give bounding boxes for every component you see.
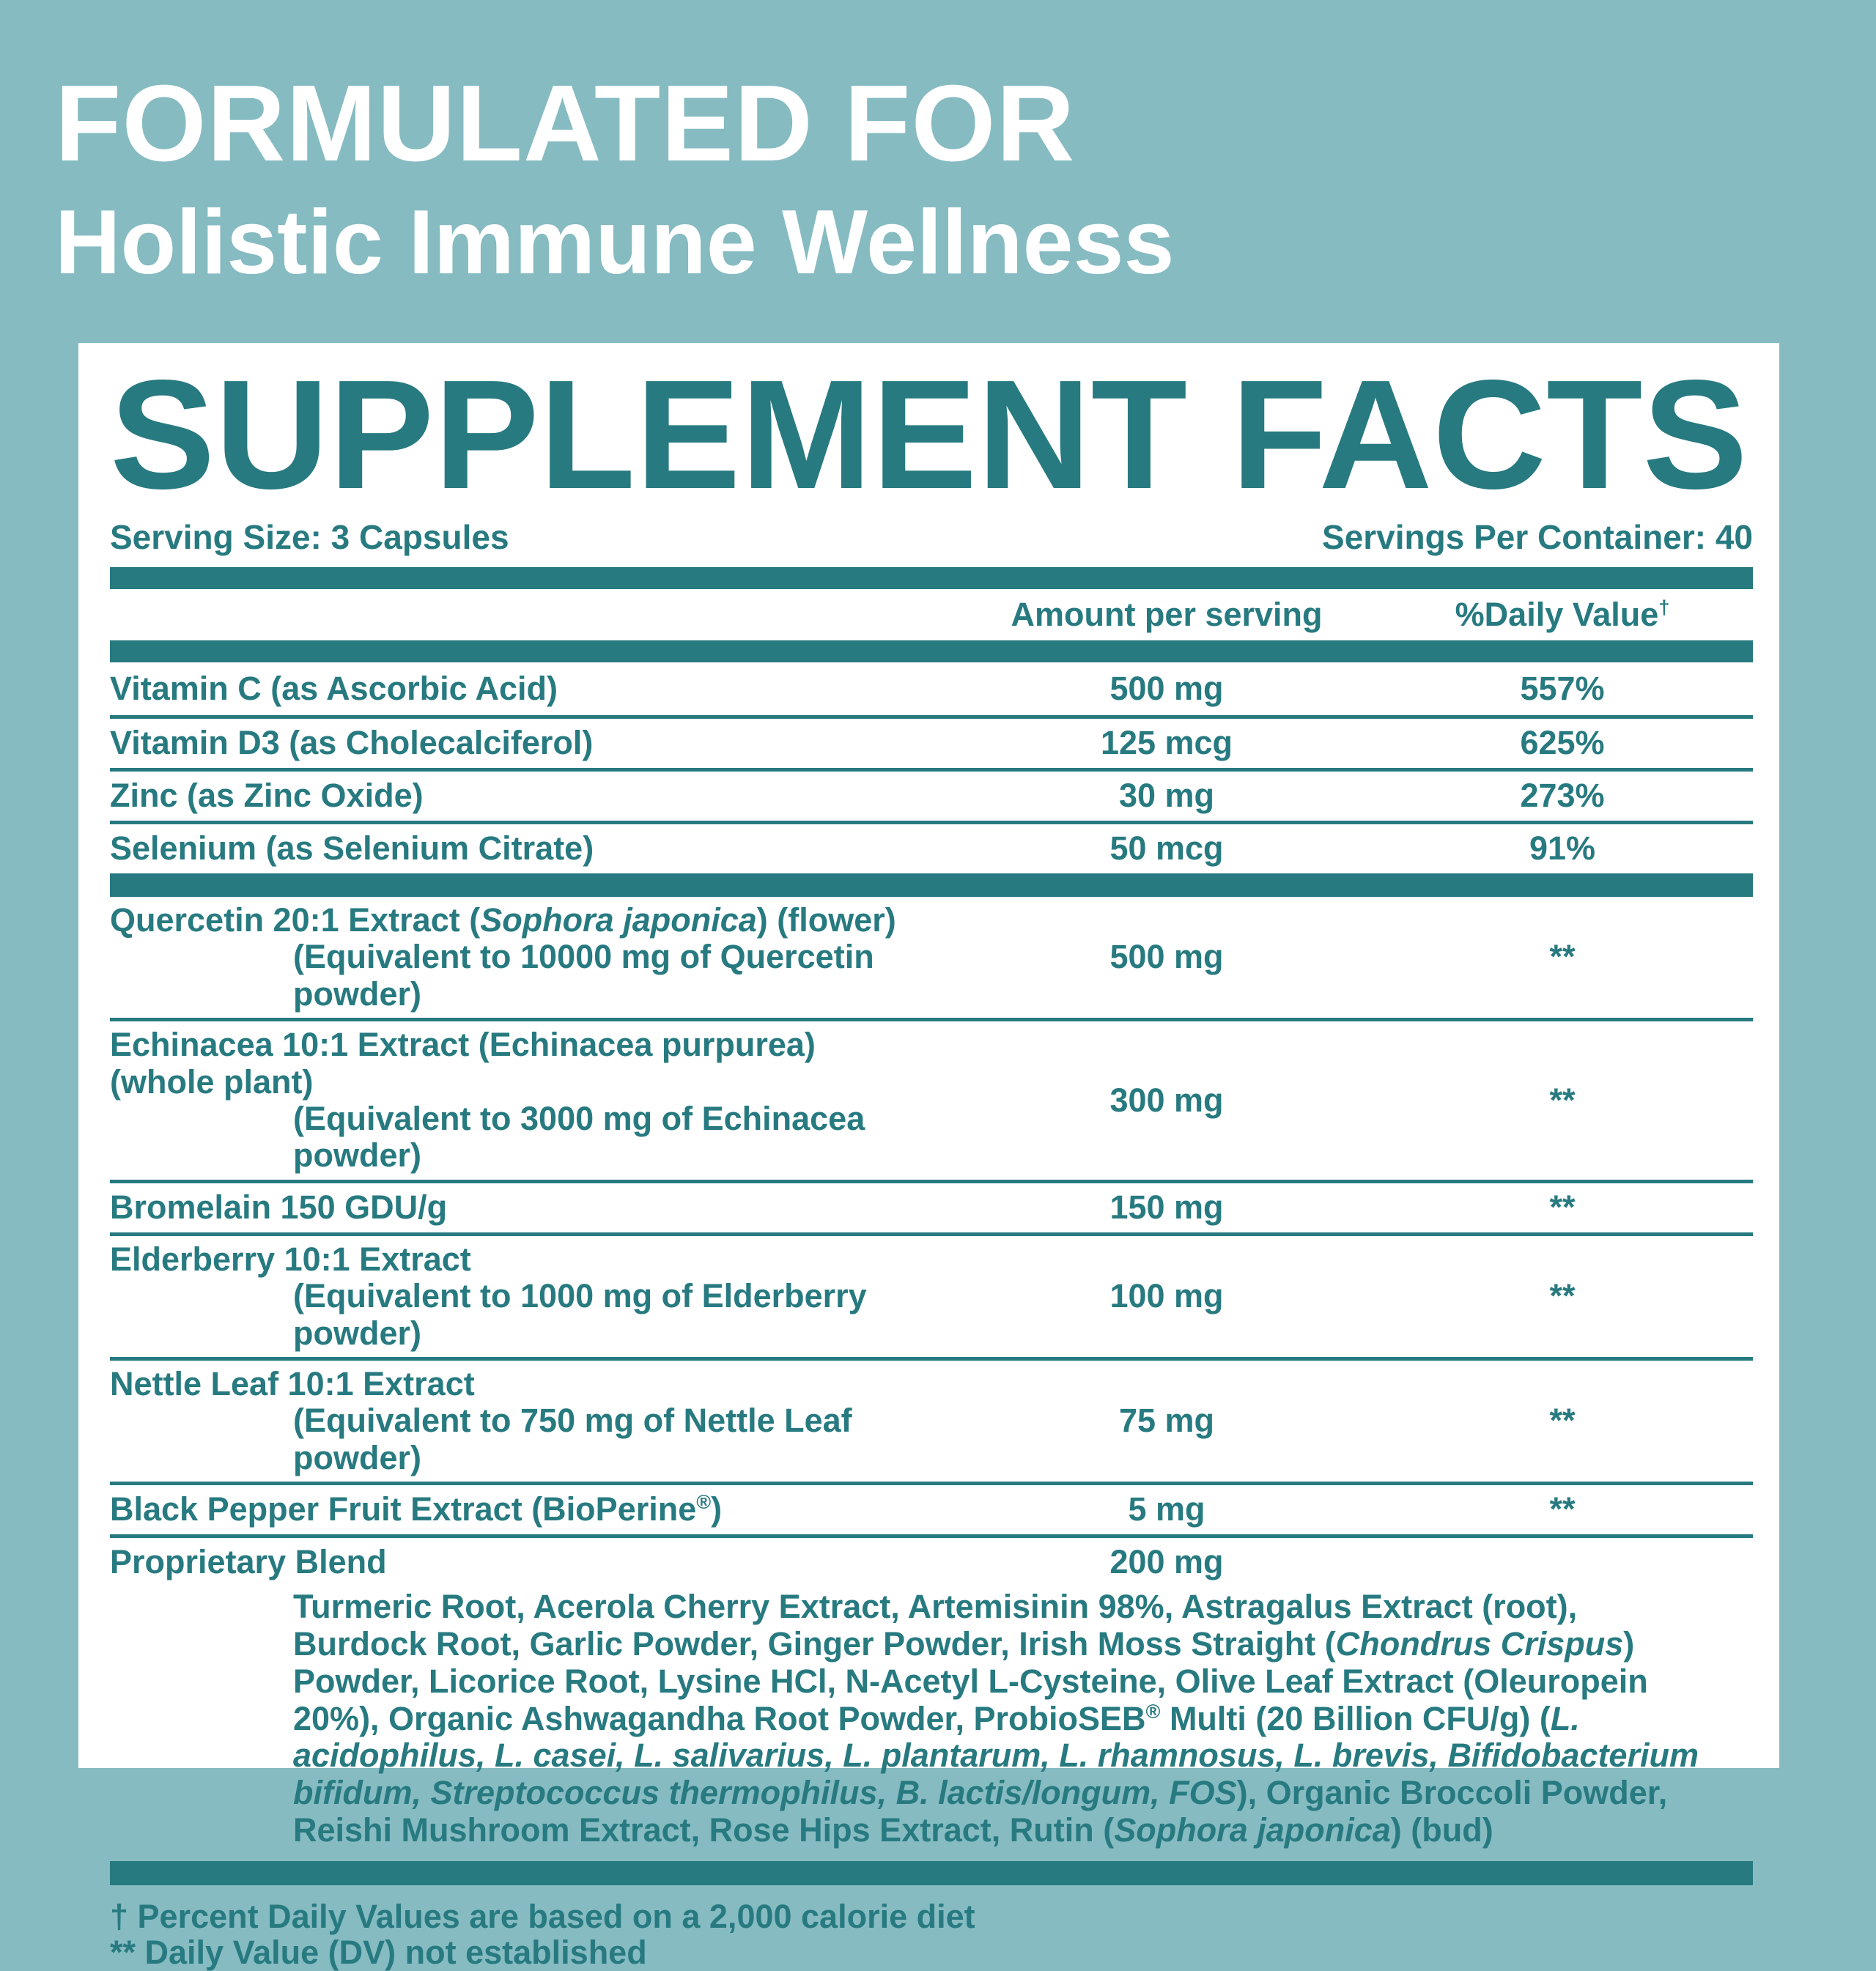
panel-title-svg: SUPPLEMENT FACTS xyxy=(110,362,1748,517)
page-title: Holistic Immune Wellness xyxy=(55,192,1175,294)
ingredient-dv: ** xyxy=(1549,1490,1576,1528)
divider-bar xyxy=(110,1860,1753,1885)
serving-info-row: Serving Size: 3 Capsules Servings Per Co… xyxy=(110,518,1753,557)
table-row: Elderberry 10:1 Extract (Equivalent to 10… xyxy=(110,1232,1753,1357)
ingredient-equivalent-note: (Equivalent to 1000 mg of Elderberry pow… xyxy=(293,1277,867,1352)
table-row: Zinc (as Zinc Oxide) 30 mg 273% xyxy=(110,768,1753,821)
serving-size: Serving Size: 3 Capsules xyxy=(110,518,509,556)
ingredient-name: Elderberry 10:1 Extract (Equivalent to 10… xyxy=(110,1240,917,1352)
ingredient-name: Nettle Leaf 10:1 Extract (Equivalent to 7… xyxy=(110,1365,917,1476)
ingredient-amount: 30 mg xyxy=(1118,777,1215,815)
table-row: Bromelain 150 GDU/g 150 mg ** xyxy=(110,1179,1753,1232)
servings-per-container: Servings Per Container: 40 xyxy=(1322,518,1753,556)
header-block: FORMULATED FOR Holistic Immune Wellness xyxy=(55,62,1174,295)
ingredient-dv: ** xyxy=(1549,1277,1576,1315)
table-row: Black Pepper Fruit Extract (BioPerine®) 5… xyxy=(110,1482,1753,1534)
column-header-row: Amount per serving %Daily Value† xyxy=(110,589,1753,640)
table-row: Vitamin D3 (as Cholecalciferol) 125 mcg 62… xyxy=(110,715,1753,768)
ingredient-name: Selenium (as Selenium Citrate) xyxy=(110,829,594,868)
ingredient-name: Proprietary Blend xyxy=(110,1543,387,1581)
footnote-daily-values: † Percent Daily Values are based on a 2,… xyxy=(110,1897,975,1935)
ingredient-name: Echinacea 10:1 Extract (Echinacea purpur… xyxy=(110,1026,917,1175)
table-row: Nettle Leaf 10:1 Extract (Equivalent to 7… xyxy=(110,1356,1753,1482)
table-row: Selenium (as Selenium Citrate) 50 mcg 91% xyxy=(110,821,1753,873)
ingredient-amount: 150 mg xyxy=(1109,1188,1224,1227)
divider-bar xyxy=(110,873,1753,897)
eyebrow: FORMULATED FOR xyxy=(55,63,1076,184)
dagger-symbol: † xyxy=(1658,596,1670,618)
ingredient-amount: 200 mg xyxy=(1109,1543,1224,1581)
ingredient-name: Bromelain 150 GDU/g xyxy=(110,1188,448,1227)
ingredient-equivalent-note: (Equivalent to 3000 mg of Echinacea powd… xyxy=(293,1099,865,1175)
vitamin-rows: Vitamin C (as Ascorbic Acid) 500 mg 557% Vi… xyxy=(110,662,1753,873)
divider-bar xyxy=(110,567,1753,589)
ingredient-amount: 500 mg xyxy=(1109,669,1224,707)
ingredient-amount: 100 mg xyxy=(1109,1277,1224,1315)
ingredient-name: Black Pepper Fruit Extract (BioPerine®) xyxy=(110,1490,723,1528)
ingredient-dv: 91% xyxy=(1529,829,1596,868)
divider-bar xyxy=(110,640,1753,662)
table-row: Echinacea 10:1 Extract (Echinacea purpur… xyxy=(110,1018,1753,1180)
ingredient-amount: 500 mg xyxy=(1109,938,1224,976)
ingredient-dv: ** xyxy=(1549,938,1576,976)
proprietary-blend-description: Turmeric Root, Acerola Cherry Extract, A… xyxy=(293,1588,1699,1849)
ingredient-dv: 557% xyxy=(1520,669,1605,707)
ingredient-amount: 75 mg xyxy=(1118,1402,1215,1440)
ingredient-name: Vitamin D3 (as Cholecalciferol) xyxy=(110,724,594,762)
table-row: Quercetin 20:1 Extract (Sophora japonica… xyxy=(110,897,1753,1018)
botanical-rows: Quercetin 20:1 Extract (Sophora japonica… xyxy=(110,897,1753,1534)
ingredient-dv: 625% xyxy=(1520,724,1605,762)
table-row-proprietary-blend: Proprietary Blend 200 mg xyxy=(110,1534,1753,1587)
ingredient-amount: 300 mg xyxy=(1109,1081,1224,1119)
ingredient-amount: 50 mcg xyxy=(1109,829,1224,868)
ingredient-dv: ** xyxy=(1549,1081,1576,1119)
footnote-dv-not-established: ** Daily Value (DV) not established xyxy=(110,1934,647,1971)
table-row: Vitamin C (as Ascorbic Acid) 500 mg 557% xyxy=(110,662,1753,715)
ingredient-dv: 273% xyxy=(1520,777,1605,815)
supplement-facts-panel: SUPPLEMENT FACTS Serving Size: 3 Capsule… xyxy=(78,343,1779,1970)
ingredient-name: Vitamin C (as Ascorbic Acid) xyxy=(110,669,558,707)
ingredient-amount: 125 mcg xyxy=(1100,724,1233,762)
ingredient-dv: ** xyxy=(1549,1188,1576,1227)
ingredient-equivalent-note: (Equivalent to 750 mg of Nettle Leaf pow… xyxy=(293,1402,852,1476)
column-header-daily-value: %Daily Value† xyxy=(1455,595,1670,633)
ingredient-name: Quercetin 20:1 Extract (Sophora japonica… xyxy=(110,901,917,1013)
footnotes: † Percent Daily Values are based on a 2,… xyxy=(110,1898,1753,1971)
ingredient-amount: 5 mg xyxy=(1128,1490,1205,1528)
panel-title: SUPPLEMENT FACTS xyxy=(110,362,1748,517)
label-background: { "colors": { "background": "#86BBC2", "… xyxy=(55,62,1779,1971)
ingredient-name: Zinc (as Zinc Oxide) xyxy=(110,777,424,815)
ingredient-dv: ** xyxy=(1549,1402,1576,1440)
column-header-amount: Amount per serving xyxy=(1011,595,1323,633)
ingredient-equivalent-note: (Equivalent to 10000 mg of Quercetin pow… xyxy=(293,938,874,1013)
